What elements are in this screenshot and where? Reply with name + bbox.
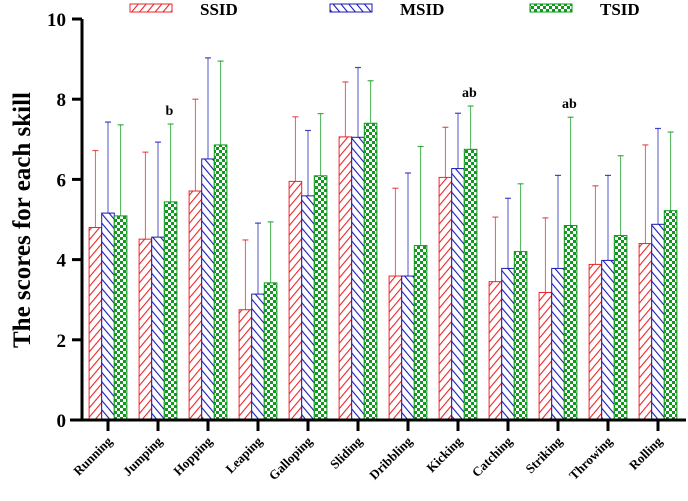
annotations: b ab ab (165, 86, 577, 119)
bar-ssid-sliding (338, 136, 353, 421)
y-tick-label: 10 (47, 10, 66, 31)
legend-label: MSID (400, 0, 444, 19)
x-tick-label: Leaping (222, 433, 265, 476)
bar-tsid-kicking (463, 148, 478, 421)
y-tick-label: 8 (57, 90, 67, 111)
bar-tsid-hopping (213, 144, 228, 421)
x-tick-label: Dribbling (366, 433, 415, 482)
bar-msid-striking (551, 267, 565, 421)
x-tick-label: Jumping (120, 433, 166, 479)
bar-msid-sliding (351, 136, 365, 421)
bar-msid-catching (501, 267, 515, 421)
bar-tsid-rolling (663, 210, 678, 421)
y-tick-label: 4 (57, 251, 67, 272)
bar-tsid-catching (513, 251, 528, 421)
legend-swatch-tsid (529, 3, 573, 13)
bar-tsid-leaping (263, 282, 278, 421)
bar-ssid-jumping (138, 238, 153, 421)
bar-tsid-striking (563, 225, 578, 421)
bar-tsid-running (113, 215, 128, 421)
bar-ssid-running (88, 227, 103, 421)
x-tick-label: Catching (469, 433, 516, 480)
bar-msid-hopping (201, 158, 215, 421)
bar-ssid-throwing (588, 263, 603, 421)
bar-msid-throwing (601, 259, 615, 421)
bar-ssid-kicking (438, 176, 453, 421)
bar-msid-kicking (451, 168, 465, 421)
bars (88, 122, 678, 421)
error-bars (92, 57, 674, 310)
legend-swatch-msid (329, 3, 373, 13)
bar-msid-jumping (151, 236, 165, 421)
x-tick-label: Throwing (566, 433, 616, 483)
bar-msid-running (101, 212, 115, 421)
bar-msid-dribbling (401, 275, 415, 421)
bar-ssid-catching (488, 281, 503, 421)
bar-msid-leaping (251, 293, 265, 421)
y-tick-label: 6 (57, 170, 67, 191)
bar-msid-rolling (651, 223, 665, 421)
legend-label: SSID (200, 0, 238, 19)
bar-tsid-throwing (613, 235, 628, 421)
y-axis-label: The scores for each skill (9, 92, 36, 348)
legend-swatch-ssid (129, 3, 173, 13)
x-tick-label: Running (70, 433, 115, 478)
x-tick-label: Rolling (626, 433, 666, 473)
bar-ssid-galloping (288, 180, 303, 421)
x-tick-label: Striking (522, 433, 565, 476)
x-tick-label: Sliding (327, 433, 366, 472)
significance-annotation: ab (562, 97, 577, 112)
x-tick-label: Kicking (423, 433, 465, 475)
x-tick-label: Galloping (266, 433, 316, 483)
legend-label: TSID (600, 0, 640, 19)
bar-ssid-striking (538, 291, 553, 421)
bar-ssid-dribbling (388, 275, 403, 421)
bar-tsid-jumping (163, 201, 178, 421)
bar-ssid-hopping (188, 190, 203, 421)
significance-annotation: b (165, 104, 173, 119)
legend: SSID MSID TSID (129, 0, 640, 19)
bar-ssid-leaping (238, 309, 253, 421)
bar-tsid-sliding (363, 122, 378, 421)
bar-tsid-galloping (313, 175, 328, 421)
x-tick-label: Hopping (170, 433, 215, 478)
bar-tsid-dribbling (413, 245, 428, 421)
y-tick-label: 0 (57, 411, 67, 432)
bar-msid-galloping (301, 195, 315, 421)
significance-annotation: ab (462, 86, 477, 101)
bar-ssid-rolling (638, 243, 653, 421)
y-tick-label: 2 (57, 331, 67, 352)
